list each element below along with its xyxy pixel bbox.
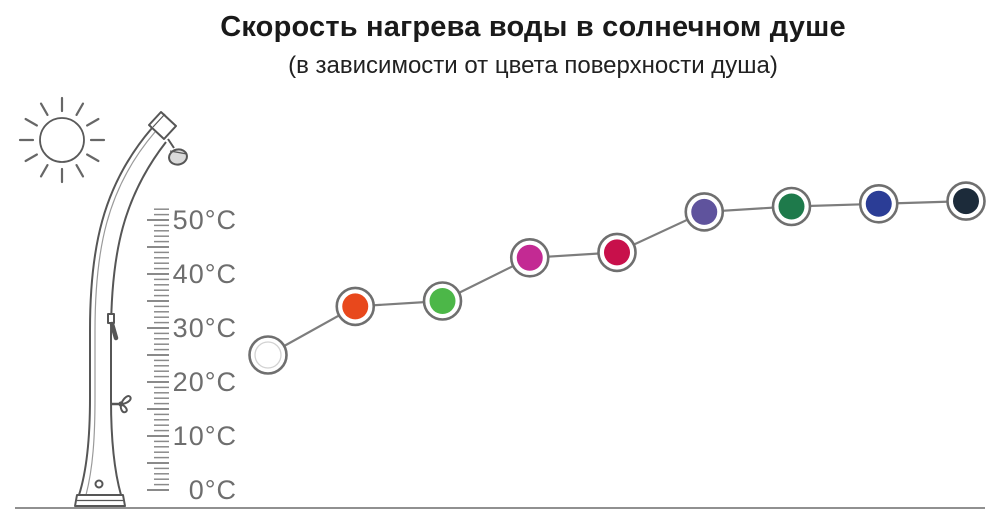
data-point-marker bbox=[597, 232, 637, 273]
marker-fill bbox=[778, 193, 805, 220]
line-series bbox=[248, 181, 986, 375]
marker-fill bbox=[691, 198, 718, 225]
data-point-marker bbox=[684, 192, 725, 232]
solar-shower-illustration bbox=[74, 111, 188, 507]
marker-fill bbox=[429, 288, 456, 314]
sun-icon bbox=[18, 96, 106, 184]
data-point-marker bbox=[422, 281, 463, 321]
y-tick-label: 50°C bbox=[173, 205, 237, 235]
marker-fill bbox=[865, 190, 892, 217]
y-tick-label: 0°C bbox=[189, 475, 237, 505]
marker-fill bbox=[254, 341, 282, 369]
data-point-marker bbox=[771, 186, 812, 227]
marker-fill bbox=[516, 244, 543, 271]
page-subtitle: (в зависимости от цвета поверхности душа… bbox=[288, 52, 778, 79]
shower-base bbox=[74, 479, 126, 507]
series-line bbox=[267, 200, 967, 356]
marker-fill bbox=[953, 188, 979, 215]
y-tick-label: 20°C bbox=[173, 367, 237, 397]
data-point-marker bbox=[858, 184, 899, 224]
tap-icon bbox=[112, 395, 132, 414]
data-point-marker bbox=[248, 335, 288, 375]
collector-cap bbox=[148, 111, 177, 140]
data-point-marker bbox=[335, 286, 376, 327]
page-title: Скорость нагрева воды в солнечном душе bbox=[220, 11, 846, 43]
shower-handle bbox=[107, 313, 119, 341]
shower-head-icon bbox=[167, 138, 188, 166]
y-tick-label: 40°C bbox=[173, 259, 237, 289]
y-tick-label: 30°C bbox=[173, 313, 237, 343]
marker-fill bbox=[342, 293, 369, 320]
temperature-ruler bbox=[147, 208, 169, 491]
data-point-marker bbox=[946, 181, 986, 221]
y-tick-label: 10°C bbox=[173, 421, 237, 451]
marker-fill bbox=[604, 239, 630, 266]
data-point-marker bbox=[509, 237, 550, 278]
y-axis-labels: 0°C 10°C 20°C 30°C 40°C 50°C bbox=[173, 205, 237, 505]
